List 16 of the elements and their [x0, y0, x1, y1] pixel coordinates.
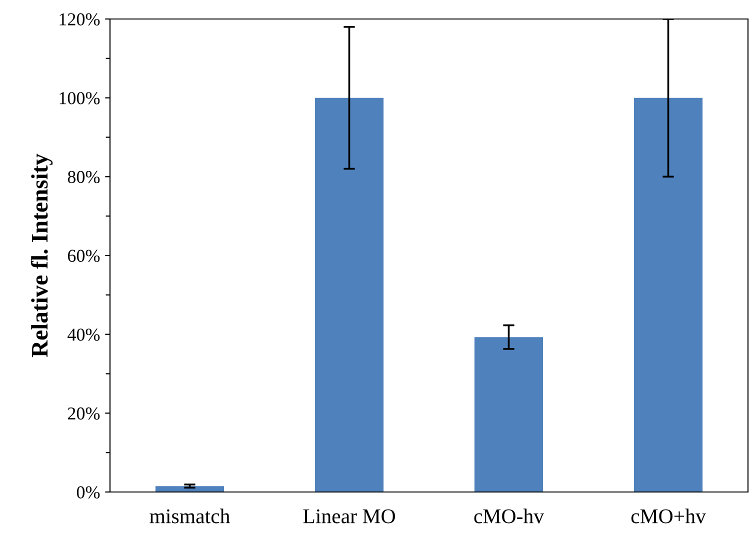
y-tick-label: 80% — [68, 170, 100, 184]
x-tick-label: Linear MO — [303, 509, 395, 524]
bar — [314, 98, 384, 492]
x-tick-label: cMO-hv — [474, 508, 544, 524]
bar — [155, 486, 224, 492]
x-tick-label: mismatch — [150, 508, 230, 524]
y-tick-label: 40% — [68, 328, 100, 341]
y-tick-label: 20% — [68, 407, 100, 420]
y-tick-label: 60% — [68, 250, 100, 262]
bar — [474, 337, 544, 492]
x-tick-label: cMO+hv — [631, 508, 706, 524]
y-tick-label: 120% — [60, 13, 100, 26]
y-tick-label: 100% — [60, 92, 100, 104]
y-axis-title: Relative fl. Intensity — [30, 154, 53, 358]
bar — [634, 98, 703, 492]
y-tick-label: 0% — [76, 486, 100, 498]
